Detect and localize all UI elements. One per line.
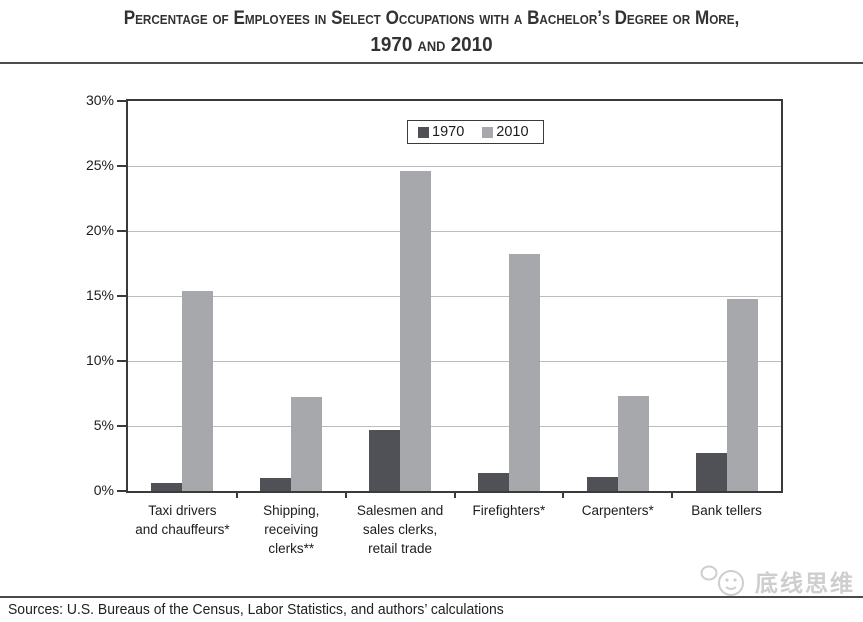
x-axis-tick-mark-3 — [453, 493, 456, 498]
legend-swatch-1970 — [418, 126, 429, 138]
bar-1970-group-2 — [260, 478, 292, 491]
watermark: 底线思维 — [700, 564, 855, 598]
x-axis-category-label-3: Salesmen and sales clerks, retail trade — [356, 503, 444, 556]
y-axis-tick-mark-15pct — [117, 295, 126, 297]
x-axis-category-label-6: Bank tellers — [691, 503, 762, 518]
title-divider-rule — [0, 62, 863, 64]
bar-2010-group-3 — [400, 171, 432, 491]
y-axis-tick-label-10pct: 10% — [85, 352, 114, 368]
y-axis-tick-label-15pct: 15% — [85, 287, 114, 303]
y-axis-tick-mark-20pct — [117, 230, 126, 232]
y-axis-tick-label-25pct: 25% — [85, 157, 114, 173]
watermark-text: 底线思维 — [755, 570, 855, 596]
bar-1970-group-4 — [477, 472, 509, 491]
legend-item-1970: 1970 — [418, 124, 464, 140]
sources-note: Sources: U.S. Bureaus of the Census, Lab… — [8, 601, 504, 618]
y-axis-tick-label-30pct: 30% — [85, 92, 114, 108]
chart-title: Percentage of Employees in Select Occupa… — [0, 6, 863, 58]
y-axis-tick-mark-10pct — [117, 360, 126, 362]
x-axis-tick-mark-2 — [344, 493, 347, 498]
legend-item-2010: 2010 — [482, 124, 529, 140]
watermark-logo-icon — [700, 565, 744, 596]
gridline-20pct — [128, 230, 781, 232]
bar-2010-group-1 — [182, 290, 214, 491]
bar-1970-group-3 — [369, 429, 401, 491]
bar-2010-group-6 — [726, 298, 758, 491]
y-axis-tick-mark-25pct — [117, 165, 126, 167]
x-axis-tick-mark-5 — [671, 493, 674, 498]
bar-1970-group-6 — [695, 453, 727, 491]
legend-swatch-2010 — [482, 126, 494, 138]
plot-area — [126, 99, 783, 493]
legend-label-2010: 2010 — [496, 124, 529, 140]
y-axis-tick-label-0pct: 0% — [93, 482, 114, 498]
footer-divider-rule — [0, 596, 863, 598]
gridline-25pct — [128, 165, 781, 167]
gridline-10pct — [128, 360, 781, 362]
bar-2010-group-5 — [617, 396, 649, 491]
legend-label-1970: 1970 — [432, 124, 465, 140]
x-axis-category-label-2: Shipping, receiving clerks** — [263, 503, 320, 556]
gridline-15pct — [128, 295, 781, 297]
y-axis-tick-label-5pct: 5% — [93, 417, 114, 433]
chart-title-line-2: 1970 and 2010 — [370, 33, 493, 56]
gridline-5pct — [128, 425, 781, 427]
y-axis-tick-label-20pct: 20% — [85, 222, 114, 238]
bar-2010-group-2 — [291, 397, 323, 491]
bar-1970-group-5 — [586, 476, 618, 491]
legend-box: 1970 2010 — [407, 120, 544, 144]
x-axis-tick-mark-1 — [235, 493, 238, 498]
y-axis-tick-mark-5pct — [117, 425, 126, 427]
x-axis-tick-mark-4 — [562, 493, 565, 498]
x-axis-category-label-1: Taxi drivers and chauffeurs* — [135, 503, 230, 537]
y-axis-tick-mark-0pct — [117, 490, 126, 492]
bar-1970-group-1 — [151, 483, 183, 491]
bar-2010-group-4 — [508, 254, 540, 491]
y-axis-tick-mark-30pct — [117, 100, 126, 102]
x-axis-category-label-4: Firefighters* — [472, 503, 546, 518]
chart-title-line-1: Percentage of Employees in Select Occupa… — [123, 8, 740, 29]
x-axis-category-label-5: Carpenters* — [581, 503, 654, 518]
